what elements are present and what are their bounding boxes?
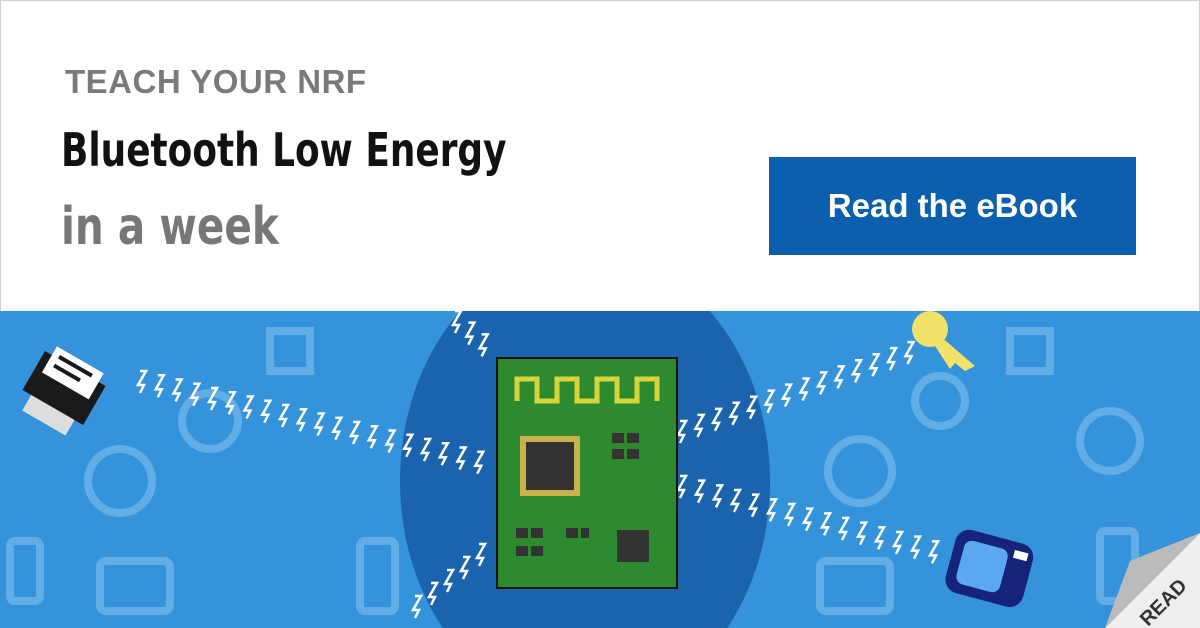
wave-segment bbox=[295, 408, 308, 432]
wave-segment bbox=[313, 412, 326, 437]
background-icons bbox=[6, 327, 1144, 615]
title: Bluetooth Low Energy bbox=[61, 123, 507, 177]
subtitle: in a week bbox=[61, 197, 279, 257]
wave-segment bbox=[855, 521, 869, 546]
components bbox=[516, 433, 649, 562]
wave-segment bbox=[837, 516, 851, 541]
key-icon bbox=[912, 311, 975, 371]
wave-segment bbox=[419, 437, 433, 462]
wave-segment bbox=[693, 413, 706, 438]
wave-segment bbox=[728, 401, 741, 426]
wave-segment bbox=[260, 399, 273, 424]
page-curl: READ bbox=[1105, 533, 1200, 628]
wave-segment bbox=[224, 391, 237, 415]
wave-segment bbox=[747, 493, 761, 518]
wave-segment bbox=[348, 420, 362, 445]
wave-segment bbox=[426, 581, 440, 606]
wave-segment bbox=[780, 383, 794, 408]
wave-segment bbox=[763, 389, 776, 414]
kicker: TEACH YOUR NRF bbox=[65, 63, 367, 100]
wave-segment bbox=[458, 555, 472, 580]
wave-segment bbox=[909, 535, 923, 560]
wave-segment bbox=[442, 568, 456, 593]
wave-segment bbox=[833, 365, 846, 389]
wave-segment bbox=[711, 484, 725, 508]
wave-segment bbox=[437, 442, 450, 466]
wave-segment bbox=[473, 450, 486, 475]
chip bbox=[526, 442, 574, 490]
wave-segment bbox=[729, 488, 743, 513]
car-icon bbox=[945, 529, 1034, 608]
wave-segment bbox=[927, 540, 941, 564]
wave-segment bbox=[891, 530, 905, 555]
printer-icon bbox=[22, 346, 106, 436]
header-panel: TEACH YOUR NRF Bluetooth Low Energy in a… bbox=[0, 0, 1200, 312]
pcb-antenna bbox=[514, 376, 660, 404]
wave-segment bbox=[868, 352, 881, 377]
wave-segment bbox=[903, 340, 916, 365]
wave-segment bbox=[366, 425, 379, 449]
wave-segment bbox=[885, 346, 899, 371]
wave-segment bbox=[850, 359, 864, 383]
wave-segment bbox=[450, 311, 463, 334]
wave-segment bbox=[331, 416, 344, 441]
wave-segment bbox=[277, 403, 291, 428]
wave-segment bbox=[189, 382, 202, 407]
wave-segment bbox=[765, 498, 779, 522]
wave-segment bbox=[693, 479, 707, 504]
wave-segment bbox=[745, 395, 759, 420]
wave-segment bbox=[710, 407, 724, 432]
wave-segment bbox=[474, 542, 488, 567]
illustration: READ bbox=[0, 311, 1200, 628]
wave-segment bbox=[384, 429, 397, 454]
wave-segment bbox=[801, 507, 815, 532]
wave-segment bbox=[206, 386, 220, 411]
wave-segment bbox=[798, 377, 811, 402]
wave-segment bbox=[455, 446, 468, 471]
wave-segment bbox=[464, 321, 477, 346]
wave-segment bbox=[819, 512, 833, 536]
wave-segment bbox=[873, 526, 887, 550]
wave-segment bbox=[410, 594, 424, 619]
wave-segment bbox=[477, 333, 490, 357]
read-button[interactable]: Read the eBook bbox=[769, 157, 1136, 255]
wave-segment bbox=[783, 502, 797, 527]
wave-segment bbox=[153, 374, 166, 398]
wave-segment bbox=[402, 433, 415, 458]
wave-segment bbox=[815, 371, 829, 395]
wave-segment bbox=[135, 369, 149, 394]
radio-waves bbox=[135, 311, 941, 619]
wave-segment bbox=[242, 395, 255, 420]
wave-segment bbox=[171, 378, 184, 403]
